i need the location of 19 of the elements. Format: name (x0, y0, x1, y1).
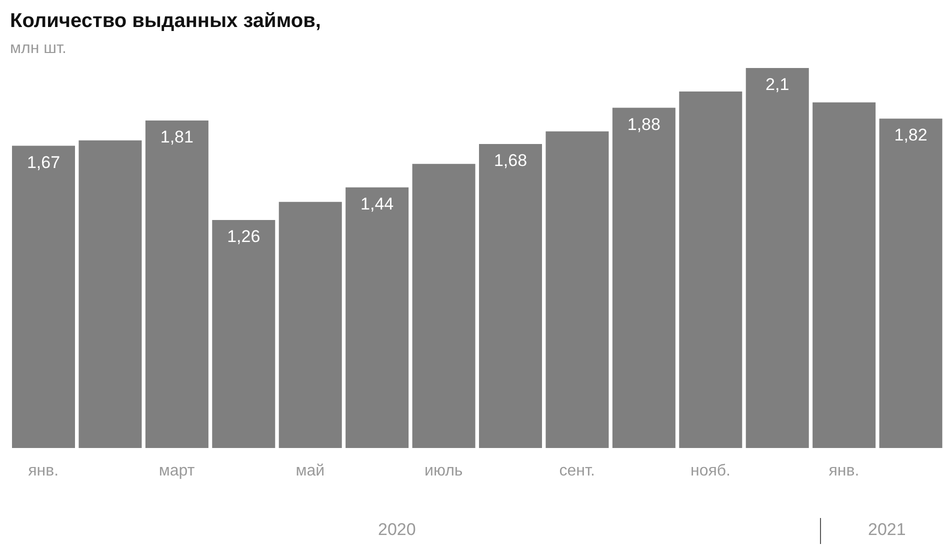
x-tick-label: янв. (828, 462, 860, 480)
x-tick-label: нояб. (690, 462, 731, 480)
x-tick-label: март (158, 462, 196, 480)
x-tick-label: июль (424, 462, 463, 480)
data-label: 1,88 (627, 114, 660, 134)
data-label: 1,26 (227, 227, 260, 246)
x-tick-label: май (296, 462, 325, 480)
data-label: 1,82 (894, 126, 928, 145)
data-label: 1,67 (26, 152, 60, 172)
data-label: 1,44 (360, 194, 394, 214)
x-tick-label: сент. (559, 462, 595, 480)
data-label: 2,1 (766, 75, 790, 94)
x-tick-label: янв. (28, 462, 59, 480)
text: 2020 (378, 520, 416, 540)
chart-subtitle: млн шт. (10, 40, 66, 58)
chart-title: Количество выданных займов, (10, 10, 321, 33)
text: 2021 (868, 520, 906, 540)
data-label: 1,68 (494, 151, 528, 170)
data-label: 1,81 (160, 127, 194, 146)
